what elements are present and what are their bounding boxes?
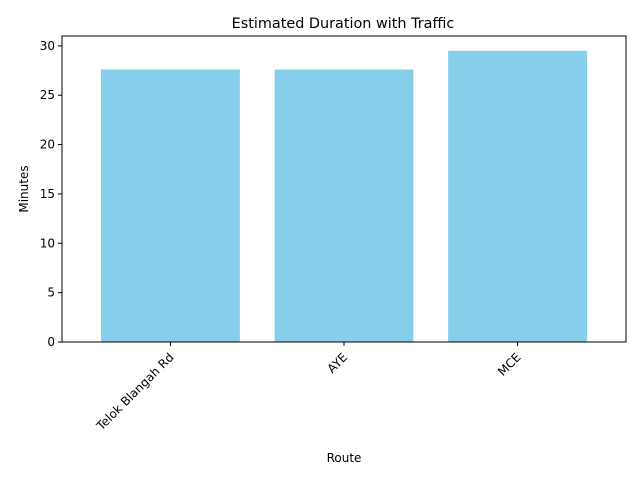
y-axis: 0 5 10 15 20 25 30	[40, 39, 62, 349]
x-axis-label: Route	[327, 451, 362, 465]
bar-telok-blangah-rd	[101, 69, 240, 343]
chart-title: Estimated Duration with Traffic	[232, 16, 455, 32]
y-tick-label: 0	[47, 335, 55, 349]
y-axis-label: Minutes	[17, 165, 31, 212]
x-tick-label: MCE	[495, 350, 524, 379]
y-tick-label: 25	[40, 88, 55, 102]
y-tick-label: 15	[40, 187, 55, 201]
plot-frame	[61, 35, 627, 343]
bars-group	[101, 50, 587, 343]
y-tick-label: 5	[47, 286, 55, 300]
y-tick-label: 10	[40, 236, 55, 250]
y-tick-label: 20	[40, 138, 55, 152]
x-tick-label: AYE	[325, 350, 351, 376]
x-tick-label: Telok Blangah Rd	[93, 350, 176, 433]
x-axis: Telok Blangah Rd AYE MCE	[93, 342, 524, 434]
bar-mce	[448, 50, 587, 342]
bar-aye	[274, 69, 414, 343]
y-tick-label: 30	[40, 39, 55, 53]
